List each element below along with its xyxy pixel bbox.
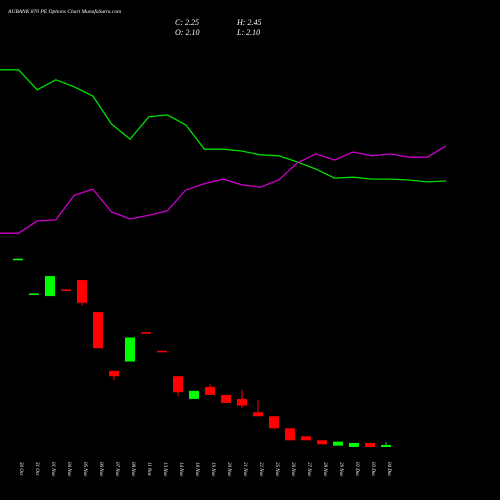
candle-body — [109, 370, 119, 377]
x-tick-label: 25 Nov — [274, 462, 279, 477]
chart-title: AUBANK 870 PE Options Chart MunafaSutra.… — [7, 8, 121, 15]
x-tick-label: 08 Nov — [130, 462, 135, 477]
candle-body — [205, 386, 215, 395]
x-tick-label: 20 Nov — [226, 462, 231, 477]
candle-body — [365, 442, 375, 447]
x-tick-label: 27 Nov — [306, 462, 311, 477]
candle-body — [29, 293, 39, 295]
x-tick-label: 31 Oct — [34, 462, 39, 476]
candle-body — [317, 440, 327, 445]
x-tick-label: 04 Dec — [386, 462, 391, 477]
candle-body — [13, 258, 23, 261]
candle-body — [301, 436, 311, 441]
x-tick-label: 22 Nov — [258, 462, 263, 477]
candle-body — [237, 398, 247, 406]
info-low: L: 2.10 — [236, 28, 260, 37]
info-open: O: 2.10 — [175, 28, 199, 37]
x-tick-label: 29 Nov — [338, 462, 343, 477]
x-tick-label: 05 Nov — [82, 462, 87, 477]
candle-body — [141, 332, 151, 334]
x-tick-label: 18 Nov — [194, 462, 199, 477]
x-tick-label: 04 Nov — [66, 462, 71, 477]
x-tick-label: 07 Nov — [114, 462, 119, 477]
candle-body — [189, 390, 199, 399]
x-tick-label: 13 Nov — [162, 462, 167, 477]
candle-body — [77, 280, 87, 303]
x-tick-label: 02 Dec — [354, 462, 359, 477]
candle-body — [173, 376, 183, 393]
info-high: H: 2.45 — [236, 18, 261, 27]
indicator-line — [0, 69, 447, 183]
x-tick-label: 06 Nov — [98, 462, 103, 477]
x-tick-label: 28 Nov — [322, 462, 327, 477]
indicator-line — [0, 145, 447, 234]
candle-body — [381, 444, 391, 447]
candle-body — [349, 442, 359, 447]
x-tick-label: 26 Nov — [290, 462, 295, 477]
candle-body — [125, 337, 135, 362]
candle-body — [157, 350, 167, 353]
candle-body — [61, 289, 71, 291]
x-tick-label: 30 Oct — [18, 462, 23, 476]
x-tick-label: 14 Nov — [178, 462, 183, 477]
candle-body — [333, 441, 343, 446]
candle-body — [93, 312, 103, 349]
candle-body — [253, 412, 263, 417]
x-tick-label: 11 Nov — [146, 462, 151, 477]
candle-body — [45, 276, 55, 297]
x-tick-label: 03 Dec — [370, 462, 375, 477]
candle-body — [269, 416, 279, 429]
x-tick-label: 19 Nov — [210, 462, 215, 477]
x-tick-label: 21 Nov — [242, 462, 247, 477]
candle-body — [285, 428, 295, 441]
info-close: C: 2.25 — [175, 18, 199, 27]
candle-body — [221, 394, 231, 403]
x-tick-label: 01 Nov — [50, 462, 55, 477]
